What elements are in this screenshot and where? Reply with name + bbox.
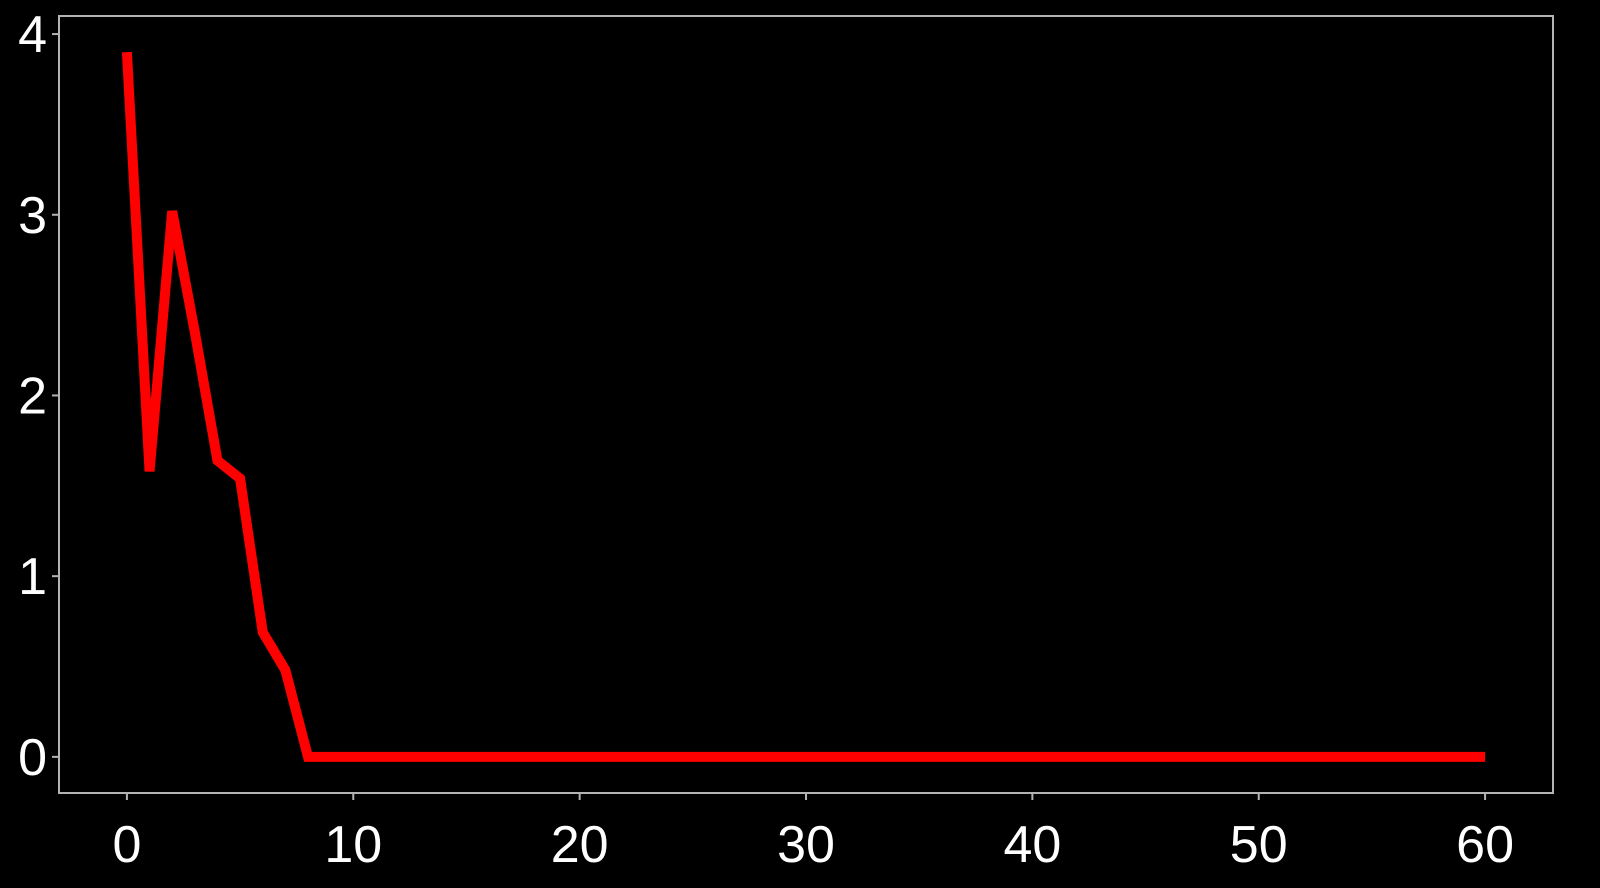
y-tick-label: 0: [18, 729, 47, 787]
series-line-0: [121, 51, 1486, 762]
y-tick-label: 4: [18, 6, 47, 64]
x-tick-label: 50: [1230, 816, 1288, 874]
y-axis-ticks: 0 1 2 3 4: [18, 6, 59, 787]
y-tick-label: 2: [18, 367, 47, 425]
x-tick-label: 0: [112, 816, 141, 874]
x-tick-label: 60: [1456, 816, 1514, 874]
x-tick-label: 30: [777, 816, 835, 874]
x-axis-ticks: 0 10 20 30 40 50 60: [112, 793, 1514, 874]
x-tick-label: 10: [324, 816, 382, 874]
x-tick-label: 20: [551, 816, 609, 874]
series-layer: [121, 51, 1486, 762]
y-tick-label: 3: [18, 187, 47, 245]
x-tick-label: 40: [1003, 816, 1061, 874]
y-tick-label: 1: [18, 548, 47, 606]
